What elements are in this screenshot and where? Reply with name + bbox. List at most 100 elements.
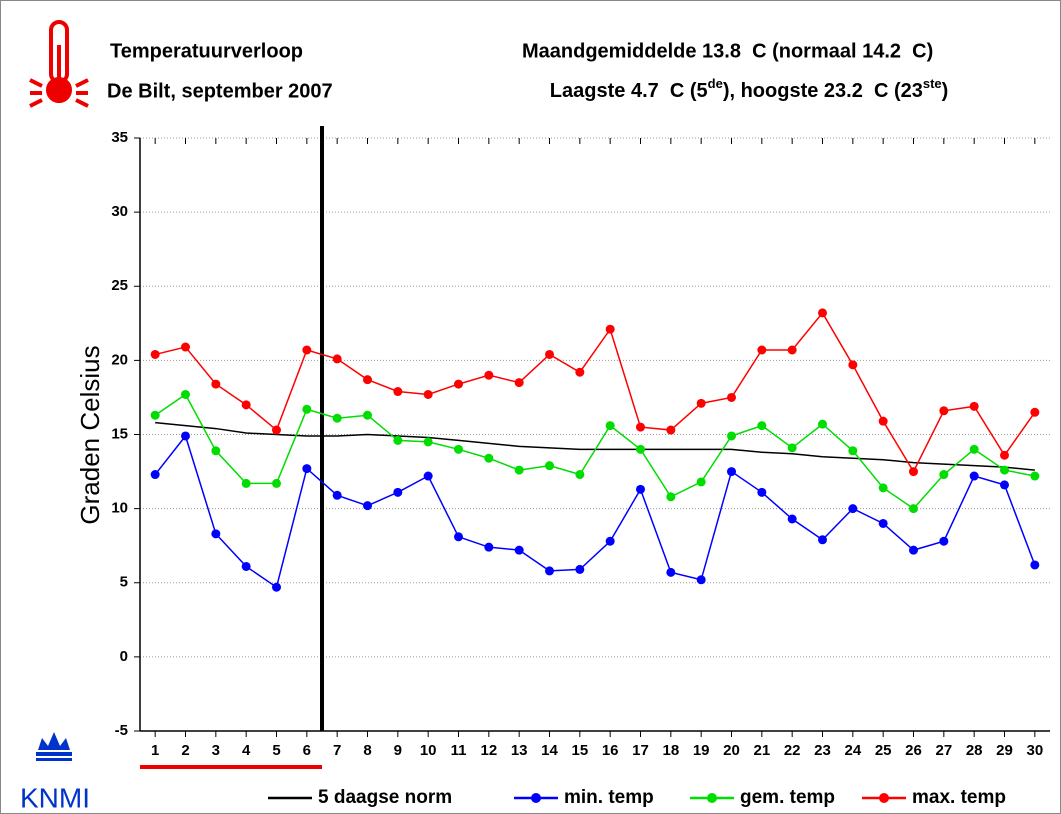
- info-text: ): [942, 80, 949, 102]
- data-point: [606, 421, 615, 430]
- chart-subtitle: De Bilt, september 2007: [107, 80, 333, 102]
- data-point: [788, 345, 797, 354]
- y-tick-label: 0: [120, 648, 128, 665]
- x-tick-label: 18: [662, 742, 679, 759]
- info-superscript: de: [708, 76, 723, 91]
- x-tick-label: 22: [784, 742, 801, 759]
- data-point: [302, 345, 311, 354]
- data-point: [393, 436, 402, 445]
- x-tick-label: 29: [996, 742, 1013, 759]
- data-point: [848, 504, 857, 513]
- data-point: [484, 371, 493, 380]
- data-point: [151, 470, 160, 479]
- data-point: [151, 350, 160, 359]
- data-point: [333, 414, 342, 423]
- data-point: [939, 406, 948, 415]
- x-tick-label: 19: [693, 742, 710, 759]
- data-point: [575, 368, 584, 377]
- x-tick-label: 17: [632, 742, 649, 759]
- x-tick-label: 20: [723, 742, 740, 759]
- x-tick-label: 27: [935, 742, 952, 759]
- data-point: [454, 380, 463, 389]
- data-point: [272, 583, 281, 592]
- y-tick-label: 25: [111, 277, 128, 294]
- data-point: [970, 402, 979, 411]
- data-point: [454, 532, 463, 541]
- data-point: [727, 393, 736, 402]
- x-tick-label: 5: [272, 742, 280, 759]
- x-tick-label: 16: [602, 742, 619, 759]
- data-point: [242, 400, 251, 409]
- data-point: [1000, 451, 1009, 460]
- data-point: [606, 537, 615, 546]
- y-tick-label: 20: [111, 351, 128, 368]
- info-line: Maandgemiddelde 13.8 C (normaal 14.2 C): [522, 40, 933, 62]
- data-point: [484, 543, 493, 552]
- data-point: [879, 417, 888, 426]
- data-point: [575, 565, 584, 574]
- data-point: [211, 446, 220, 455]
- data-point: [211, 380, 220, 389]
- data-point: [333, 491, 342, 500]
- x-tick-label: 8: [363, 742, 371, 759]
- chart: Temperatuurverloop De Bilt, september 20…: [0, 0, 1061, 814]
- y-tick-label: 30: [111, 203, 128, 220]
- x-tick-label: 11: [451, 742, 467, 759]
- x-tick-label: 4: [242, 742, 251, 759]
- x-tick-label: 10: [420, 742, 437, 759]
- data-point: [727, 431, 736, 440]
- data-point: [211, 529, 220, 538]
- data-point: [970, 472, 979, 481]
- data-point: [454, 445, 463, 454]
- x-tick-label: 6: [303, 742, 311, 759]
- x-tick-label: 23: [814, 742, 831, 759]
- data-point: [181, 343, 190, 352]
- data-point: [636, 423, 645, 432]
- data-point: [515, 466, 524, 475]
- data-point: [818, 535, 827, 544]
- data-point: [666, 426, 675, 435]
- data-point: [788, 443, 797, 452]
- data-point: [424, 390, 433, 399]
- data-point: [302, 405, 311, 414]
- data-point: [545, 350, 554, 359]
- data-point: [879, 519, 888, 528]
- data-point: [788, 515, 797, 524]
- info-text: ), hoogste 23.2 C (23: [723, 80, 923, 102]
- data-point: [545, 566, 554, 575]
- data-point: [818, 420, 827, 429]
- data-point: [333, 354, 342, 363]
- y-tick-label: -5: [115, 722, 128, 739]
- y-tick-label: 15: [111, 425, 128, 442]
- legend-marker: [879, 793, 889, 803]
- data-point: [272, 426, 281, 435]
- data-point: [1030, 408, 1039, 417]
- data-point: [302, 464, 311, 473]
- frame: [1, 1, 1061, 814]
- legend-label: 5 daagse norm: [318, 787, 452, 808]
- data-point: [181, 431, 190, 440]
- legend-label: min. temp: [564, 787, 654, 808]
- data-point: [939, 537, 948, 546]
- x-tick-label: 14: [541, 742, 558, 759]
- data-point: [575, 470, 584, 479]
- legend-label: max. temp: [912, 787, 1006, 808]
- data-point: [666, 568, 675, 577]
- chart-title: Temperatuurverloop: [110, 40, 303, 62]
- data-point: [848, 360, 857, 369]
- data-point: [424, 437, 433, 446]
- data-point: [1000, 480, 1009, 489]
- data-point: [1030, 560, 1039, 569]
- data-point: [393, 488, 402, 497]
- data-point: [757, 345, 766, 354]
- data-point: [151, 411, 160, 420]
- x-tick-label: 26: [905, 742, 922, 759]
- data-point: [515, 378, 524, 387]
- data-point: [363, 501, 372, 510]
- x-tick-label: 2: [181, 742, 189, 759]
- data-point: [1000, 466, 1009, 475]
- x-tick-label: 12: [480, 742, 497, 759]
- y-tick-label: 10: [111, 500, 128, 517]
- data-point: [757, 421, 766, 430]
- info-text: Laagste 4.7 C (5: [550, 80, 708, 102]
